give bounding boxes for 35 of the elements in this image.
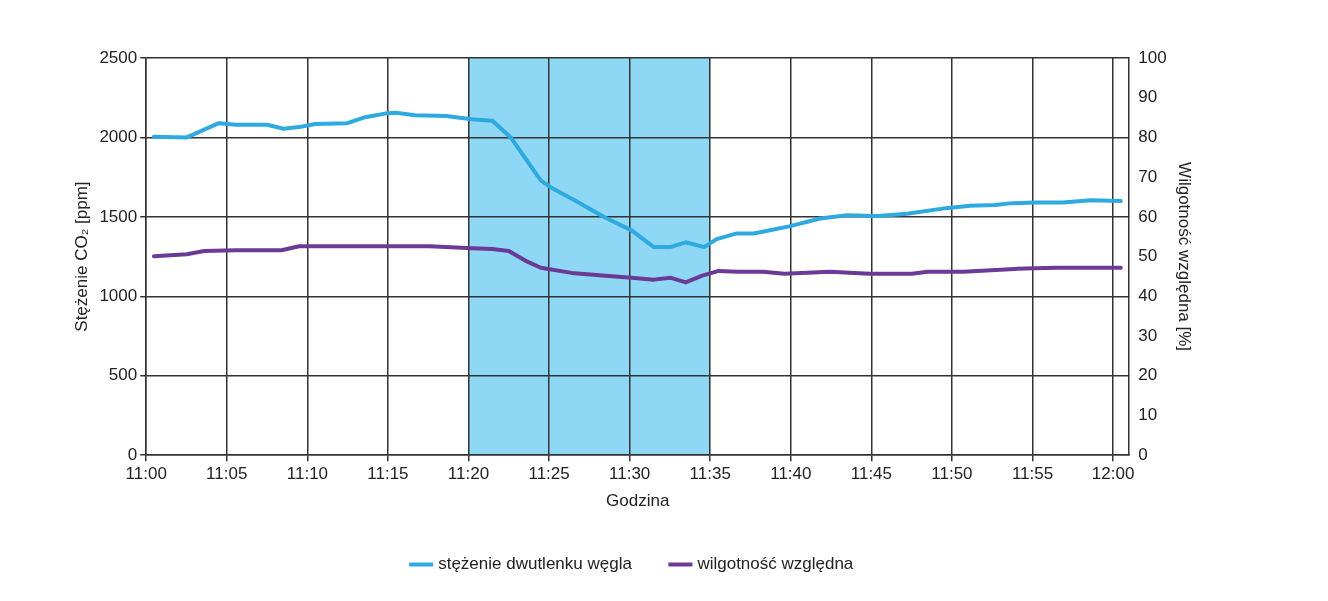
y-tick-label: 1000 xyxy=(99,286,138,306)
y2-tick-label: 40 xyxy=(1138,286,1158,306)
legend-label: wilgotność względna xyxy=(696,554,854,574)
y2-tick-label: 60 xyxy=(1138,206,1158,226)
y2-tick-label: 90 xyxy=(1138,87,1158,107)
x-tick-label: 11:55 xyxy=(1011,464,1054,484)
y2-tick-label: 50 xyxy=(1138,246,1158,266)
y2-tick-label: 0 xyxy=(1138,444,1148,464)
x-tick-label: 11:20 xyxy=(447,464,490,484)
x-tick-label: 11:50 xyxy=(931,464,973,484)
y2-tick-label: 10 xyxy=(1138,405,1158,425)
x-tick-label: 11:40 xyxy=(770,464,812,484)
y-tick-label: 2000 xyxy=(99,127,138,147)
y2-tick-label: 70 xyxy=(1138,166,1158,186)
y-axis-title: Stężenie CO₂ [ppm] xyxy=(71,181,91,332)
x-axis-title: Godzina xyxy=(606,491,670,511)
legend-label: stężenie dwutlenku węgla xyxy=(438,554,633,574)
y-tick-label: 0 xyxy=(127,444,138,464)
x-tick-label: 12:00 xyxy=(1091,464,1135,484)
x-tick-label: 11:10 xyxy=(286,464,329,484)
y-tick-label: 500 xyxy=(108,365,138,385)
x-tick-label: 11:25 xyxy=(528,464,570,484)
x-tick-label: 11:30 xyxy=(609,464,651,484)
x-tick-label: 11:45 xyxy=(850,464,893,484)
x-tick-label: 11:05 xyxy=(206,464,248,484)
y2-tick-label: 80 xyxy=(1138,127,1158,147)
y2-axis-title: Wilgotność względna [%] xyxy=(1175,162,1195,352)
y2-tick-label: 30 xyxy=(1138,325,1158,345)
x-tick-label: 11:35 xyxy=(689,464,731,484)
y-tick-label: 1500 xyxy=(99,206,138,226)
y2-tick-label: 20 xyxy=(1138,365,1158,385)
y-tick-label: 2500 xyxy=(99,47,138,67)
y2-tick-label: 100 xyxy=(1138,47,1167,67)
x-tick-label: 11:00 xyxy=(125,464,167,484)
x-tick-label: 11:15 xyxy=(367,464,409,484)
